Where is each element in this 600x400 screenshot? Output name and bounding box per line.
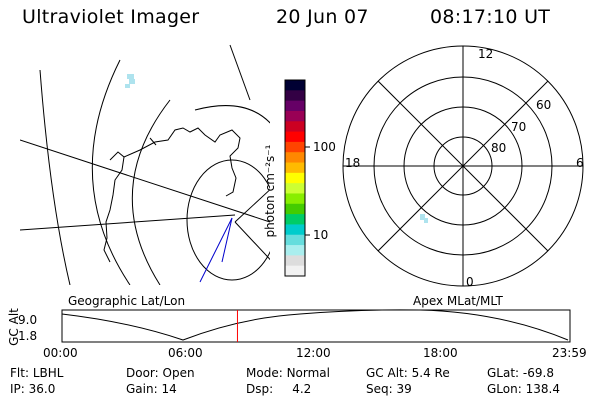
colorbar-unit-label: photon cm⁻²s⁻¹ bbox=[263, 121, 277, 261]
lat-arc-2 bbox=[132, 100, 170, 285]
mlt-label-6: 6 bbox=[576, 156, 584, 170]
mlat-label-60: 60 bbox=[536, 98, 551, 112]
altitude-curve bbox=[62, 310, 568, 340]
colorbar-cell bbox=[285, 193, 305, 204]
lat-arc-1 bbox=[92, 60, 130, 285]
geo-panel-label: Geographic Lat/Lon bbox=[68, 294, 185, 308]
polar-panel-label: Apex MLat/MLT bbox=[413, 294, 503, 308]
time-label: 08:17:10 UT bbox=[430, 6, 550, 28]
emission-patch bbox=[125, 74, 135, 88]
info-seq: Seq: 39 bbox=[366, 382, 412, 396]
info-ip: IP: 36.0 bbox=[10, 382, 55, 396]
timeline-xtick-2: 12:00 bbox=[296, 346, 331, 360]
meridian-1 bbox=[20, 140, 270, 222]
polar-ring-80 bbox=[434, 137, 492, 195]
timeline-ylabel: GC Alt bbox=[7, 307, 21, 347]
colorbar-cell bbox=[285, 142, 305, 153]
mlt-label-12: 12 bbox=[478, 47, 493, 61]
info-glon: GLon: 138.4 bbox=[487, 382, 560, 396]
coastline-east bbox=[124, 128, 240, 196]
orbit-track bbox=[200, 218, 232, 282]
meridian-5 bbox=[230, 45, 250, 100]
date-label: 20 Jun 07 bbox=[276, 6, 369, 28]
polar-ring-60 bbox=[374, 77, 552, 255]
colorbar-cell bbox=[285, 204, 305, 215]
app-title: Ultraviolet Imager bbox=[22, 6, 199, 28]
colorbar-cell bbox=[285, 235, 305, 246]
info-mode: Mode: Normal bbox=[246, 366, 330, 380]
colorbar-cell bbox=[285, 121, 305, 132]
colorbar-cell bbox=[285, 80, 305, 91]
colorbar-cell bbox=[285, 224, 305, 235]
mlt-label-0: 0 bbox=[466, 275, 474, 289]
colorbar-cell bbox=[285, 214, 305, 225]
mlat-label-70: 70 bbox=[511, 120, 526, 134]
polar-diag-2 bbox=[378, 81, 548, 251]
timeline-xtick-3: 18:00 bbox=[423, 346, 458, 360]
info-gain: Gain: 14 bbox=[126, 382, 177, 396]
colorbar-cell bbox=[285, 266, 305, 277]
colorbar-tick-10: 10 bbox=[313, 228, 328, 242]
colorbar-tick-100: 100 bbox=[313, 140, 336, 154]
info-gc-alt: GC Alt: 5.4 Re bbox=[366, 366, 450, 380]
colorbar-cell bbox=[285, 111, 305, 122]
meridian-4 bbox=[20, 215, 235, 230]
colorbar-cell bbox=[285, 245, 305, 256]
colorbar-cell bbox=[285, 255, 305, 266]
info-glat: GLat: -69.8 bbox=[487, 366, 554, 380]
polar-diag-1 bbox=[378, 81, 548, 251]
mlat-label-80: 80 bbox=[491, 141, 506, 155]
polar-emission-patch bbox=[420, 214, 428, 223]
colorbar-cell bbox=[285, 101, 305, 112]
lat-arc-3 bbox=[40, 70, 70, 285]
colorbar-cell bbox=[285, 132, 305, 143]
colorbar-cell bbox=[285, 173, 305, 184]
colorbar-cell bbox=[285, 152, 305, 163]
info-dsp: Dsp: 4.2 bbox=[246, 382, 311, 396]
polar-ring-70 bbox=[404, 107, 522, 225]
colorbar-cell bbox=[285, 90, 305, 101]
info-flt: Flt: LBHL bbox=[10, 366, 63, 380]
info-door: Door: Open bbox=[126, 366, 195, 380]
mlt-label-18: 18 bbox=[345, 156, 360, 170]
colorbar-cell bbox=[285, 183, 305, 194]
colorbar-cell bbox=[285, 163, 305, 174]
timeline-xtick-4: 23:59 bbox=[552, 346, 587, 360]
polar-ring-50 bbox=[343, 46, 583, 286]
timeline-xtick-0: 00:00 bbox=[43, 346, 78, 360]
coastline-bit bbox=[150, 138, 156, 145]
coastline-west bbox=[104, 152, 124, 262]
timeline-xtick-1: 06:00 bbox=[168, 346, 203, 360]
orbit-track-2 bbox=[222, 218, 232, 262]
